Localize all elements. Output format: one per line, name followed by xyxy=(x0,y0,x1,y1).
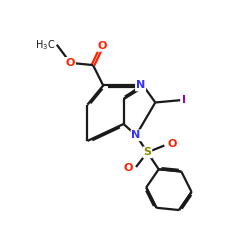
Text: H$_3$C: H$_3$C xyxy=(35,38,56,52)
Text: O: O xyxy=(98,41,107,51)
Text: O: O xyxy=(124,163,133,173)
Text: O: O xyxy=(66,58,75,68)
Text: O: O xyxy=(167,139,176,149)
Text: N: N xyxy=(132,130,141,140)
Text: N: N xyxy=(136,80,145,90)
Text: S: S xyxy=(144,147,152,157)
Text: I: I xyxy=(182,95,186,105)
